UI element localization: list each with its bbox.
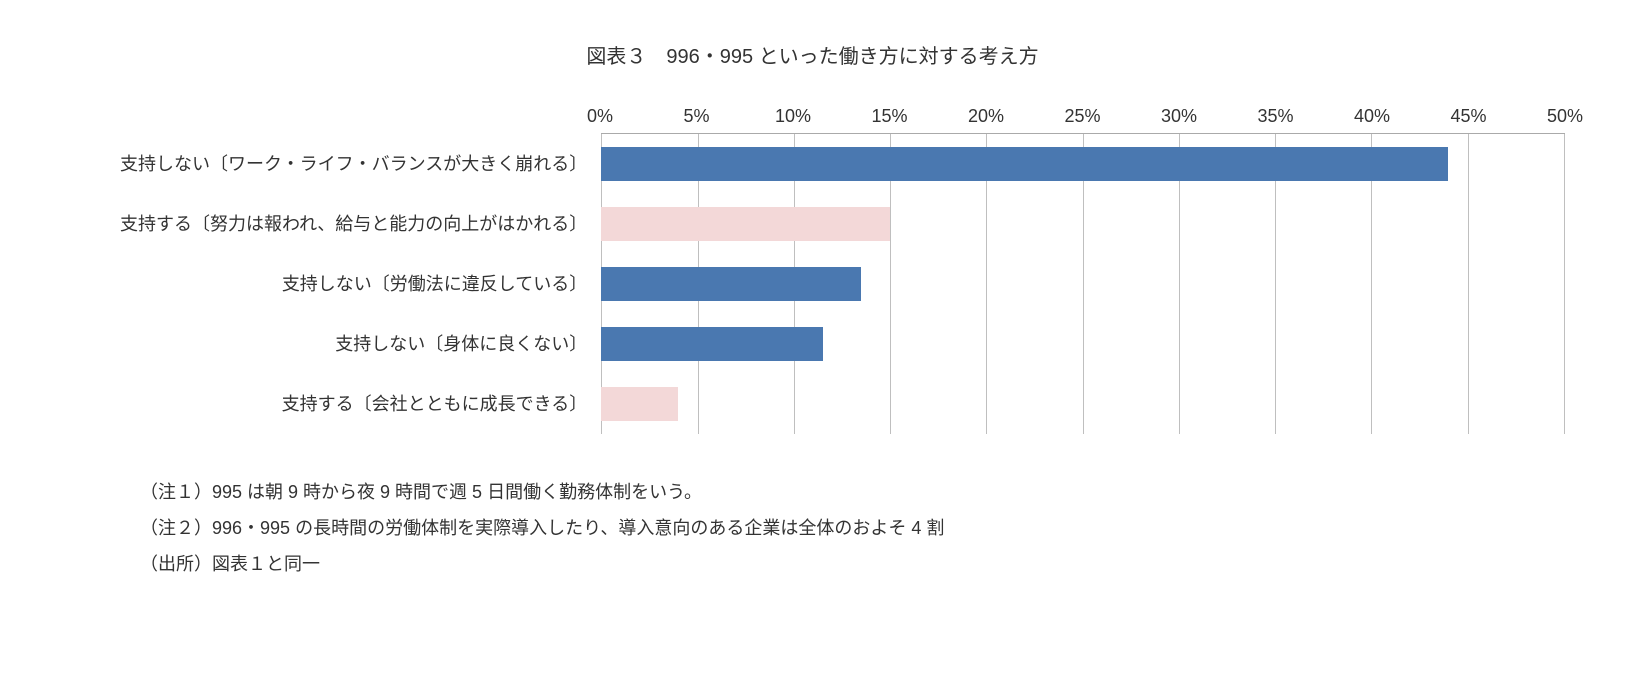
note-1: （注１）995 は朝 9 時から夜 9 時間で週 5 日間働く勤務体制をいう。 — [140, 474, 1565, 510]
bar-row — [601, 134, 1564, 194]
bar — [601, 207, 890, 241]
category-label: 支持しない〔労働法に違反している〕 — [120, 253, 601, 313]
bar — [601, 147, 1448, 181]
bar-row — [601, 374, 1564, 434]
note-2: （注２）996・995 の長時間の労働体制を実際導入したり、導入意向のある企業は… — [140, 510, 1565, 546]
x-axis: 0%5%10%15%20%25%30%35%40%45%50% — [120, 99, 1565, 133]
bar-row — [601, 314, 1564, 374]
chart-title: 図表３ 996・995 といった働き方に対する考え方 — [60, 40, 1565, 69]
category-label: 支持しない〔身体に良くない〕 — [120, 313, 601, 373]
x-tick: 35% — [1257, 106, 1293, 127]
plot-area: 支持しない〔ワーク・ライフ・バランスが大きく崩れる〕支持する〔努力は報われ、給与… — [120, 133, 1565, 434]
x-tick: 15% — [871, 106, 907, 127]
x-tick: 45% — [1450, 106, 1486, 127]
x-tick: 5% — [683, 106, 709, 127]
x-tick: 20% — [968, 106, 1004, 127]
bar-row — [601, 254, 1564, 314]
bar — [601, 267, 861, 301]
bar — [601, 387, 678, 421]
x-tick: 10% — [775, 106, 811, 127]
x-tick: 50% — [1547, 106, 1583, 127]
note-source: （出所）図表１と同一 — [140, 546, 1565, 582]
category-label: 支持しない〔ワーク・ライフ・バランスが大きく崩れる〕 — [120, 133, 601, 193]
x-tick: 0% — [587, 106, 613, 127]
x-tick: 25% — [1064, 106, 1100, 127]
gridline — [1564, 134, 1565, 434]
bar — [601, 327, 822, 361]
bar-row — [601, 194, 1564, 254]
x-tick: 30% — [1161, 106, 1197, 127]
chart-container: 0%5%10%15%20%25%30%35%40%45%50% 支持しない〔ワー… — [120, 99, 1565, 434]
category-label: 支持する〔努力は報われ、給与と能力の向上がはかれる〕 — [120, 193, 601, 253]
category-label: 支持する〔会社とともに成長できる〕 — [120, 373, 601, 433]
footnotes: （注１）995 は朝 9 時から夜 9 時間で週 5 日間働く勤務体制をいう。 … — [140, 474, 1565, 582]
x-tick: 40% — [1354, 106, 1390, 127]
